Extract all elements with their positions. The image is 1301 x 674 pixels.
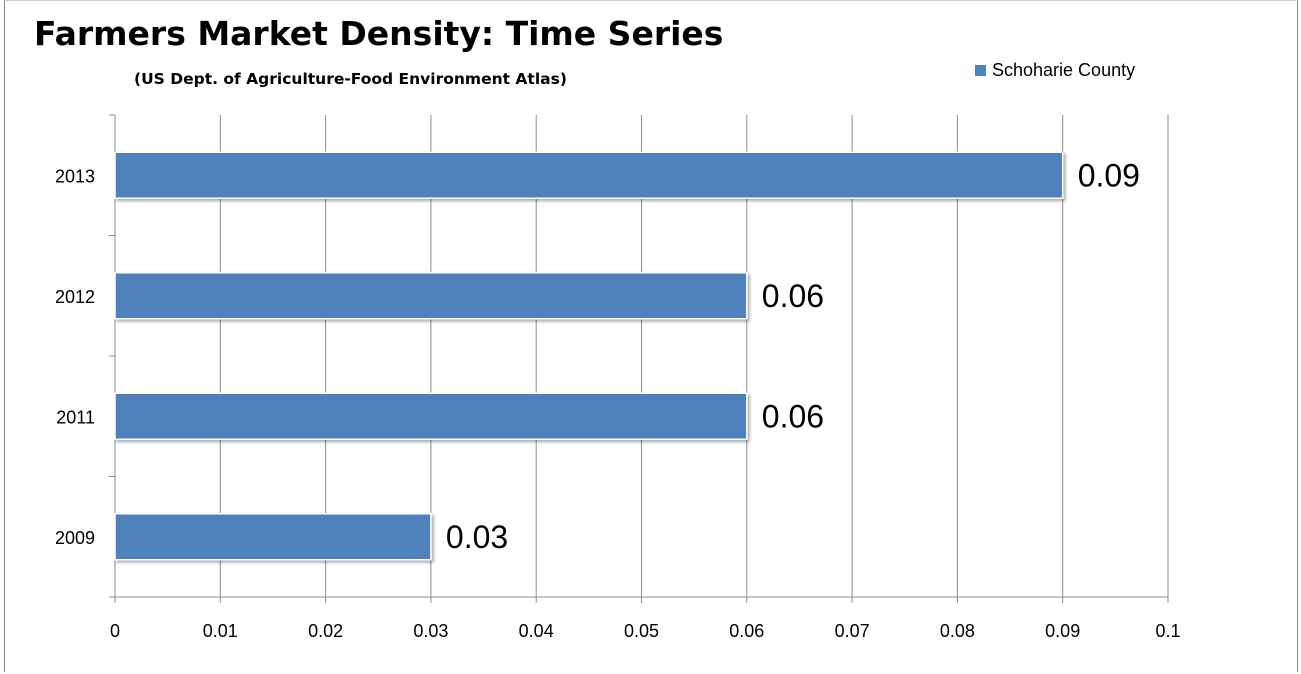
y-tick-label: 2011 xyxy=(56,407,95,427)
legend: Schoharie County xyxy=(975,60,1135,81)
legend-label: Schoharie County xyxy=(992,60,1136,80)
legend-swatch xyxy=(975,65,986,76)
chart-frame xyxy=(4,0,1298,672)
x-tick-label: 0.02 xyxy=(308,621,343,641)
y-tick-label: 2009 xyxy=(55,528,95,548)
data-labels: 0.03 0.06 0.06 0.09 xyxy=(446,157,1140,555)
x-tick-label: 0.08 xyxy=(940,621,975,641)
x-tick-label: 0.05 xyxy=(624,621,659,641)
x-tick-label: 0.09 xyxy=(1045,621,1080,641)
data-label: 0.09 xyxy=(1078,157,1140,193)
x-tick-label: 0.03 xyxy=(413,621,448,641)
data-label: 0.06 xyxy=(762,278,824,314)
y-tick-label: 2013 xyxy=(55,166,95,186)
chart-subtitle: (US Dept. of Agriculture-Food Environmen… xyxy=(134,70,567,88)
bar xyxy=(114,392,748,440)
y-tick-label: 2012 xyxy=(55,287,95,307)
chart-title: Farmers Market Density: Time Series xyxy=(34,14,724,53)
x-tick-label: 0.01 xyxy=(203,621,238,641)
x-tick-label: 0 xyxy=(110,621,120,641)
bar xyxy=(114,151,1064,199)
x-tick-label: 0.1 xyxy=(1155,621,1180,641)
bars xyxy=(114,151,1064,561)
data-label: 0.03 xyxy=(446,519,508,555)
axes: 0 0.01 0.02 0.03 0.04 0.05 0.06 0.07 0.08 0.09 0.1… xyxy=(55,114,1181,641)
data-label: 0.06 xyxy=(762,398,824,434)
bar xyxy=(114,513,432,561)
bar xyxy=(114,272,748,320)
x-tick-label: 0.07 xyxy=(835,621,870,641)
x-tick-label: 0.04 xyxy=(519,621,554,641)
x-tick-label: 0.06 xyxy=(729,621,764,641)
